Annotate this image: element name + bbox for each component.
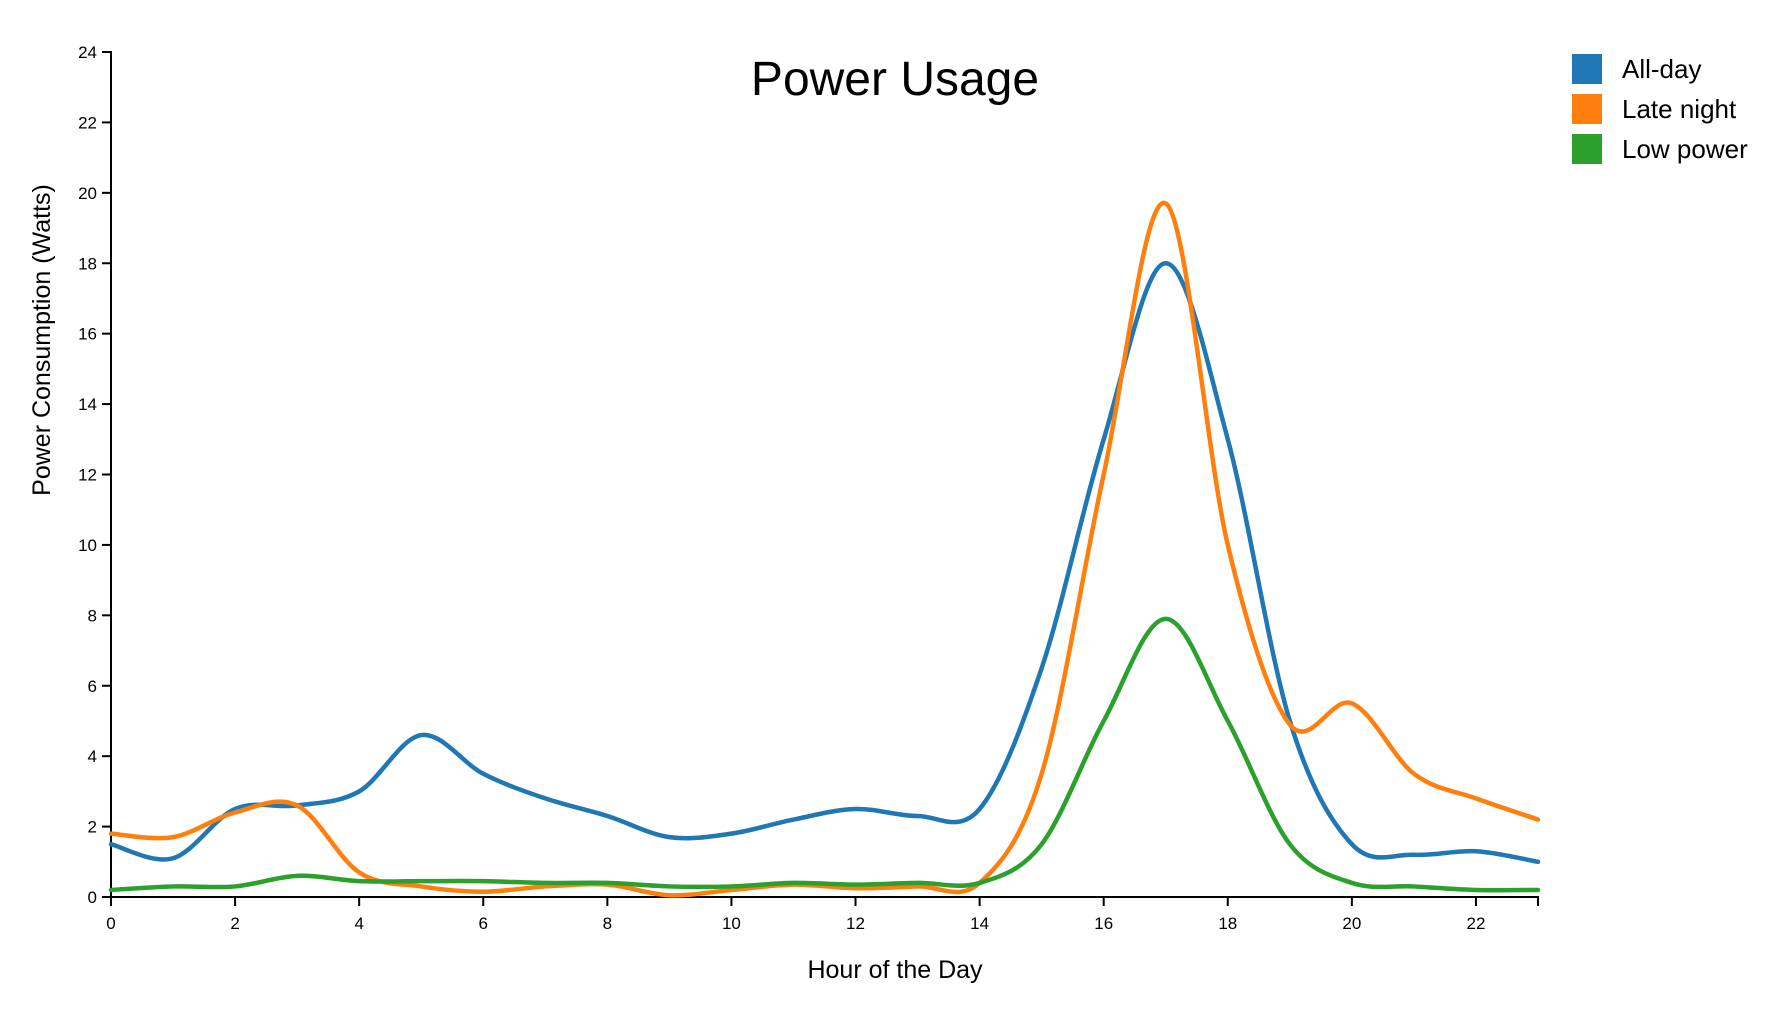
y-axis-title: Power Consumption (Watts): [28, 184, 56, 496]
legend: All-day Late night Low power: [1572, 54, 1748, 164]
y-tick-label: 20: [78, 184, 97, 203]
y-tick-label: 0: [88, 888, 97, 907]
x-axis: 0 2 4 6 8 10 12 14 16 18 20 22: [106, 896, 1539, 933]
x-tick-label: 8: [603, 914, 612, 933]
legend-label: Late night: [1622, 94, 1737, 124]
x-tick-label: 10: [722, 914, 741, 933]
x-axis-title: Hour of the Day: [807, 956, 983, 984]
legend-swatch: [1572, 94, 1602, 124]
y-tick-label: 10: [78, 536, 97, 555]
series-line-all-day: [108, 261, 1541, 865]
legend-item-late-night: Late night: [1572, 94, 1737, 124]
x-tick-label: 2: [230, 914, 239, 933]
y-tick-label: 18: [78, 254, 97, 273]
x-tick-label: 12: [846, 914, 865, 933]
legend-item-low-power: Low power: [1572, 134, 1748, 164]
legend-label: Low power: [1622, 134, 1748, 164]
x-tick-label: 0: [106, 914, 115, 933]
x-tick-label: 14: [970, 914, 989, 933]
y-tick-label: 22: [78, 113, 97, 132]
x-tick-label: 4: [354, 914, 363, 933]
legend-item-all-day: All-day: [1572, 54, 1701, 84]
y-tick-label: 16: [78, 325, 97, 344]
y-tick-label: 12: [78, 466, 97, 485]
y-tick-label: 14: [78, 395, 97, 414]
x-tick-label: 20: [1342, 914, 1361, 933]
series-line-late-night: [108, 200, 1541, 898]
y-tick-label: 2: [88, 818, 97, 837]
legend-label: All-day: [1622, 54, 1701, 84]
x-axis-line: [110, 896, 1539, 906]
legend-swatch: [1572, 54, 1602, 84]
y-tick-label: 4: [88, 747, 97, 766]
y-tick-label: 6: [88, 677, 97, 696]
x-tick-label: 18: [1218, 914, 1237, 933]
x-tick-label: 22: [1466, 914, 1485, 933]
x-tick-label: 6: [479, 914, 488, 933]
chart-title: Power Usage: [751, 53, 1039, 106]
x-tick-label: 16: [1094, 914, 1113, 933]
series-line-low-power: [108, 616, 1541, 893]
y-tick-label: 24: [78, 43, 97, 62]
y-tick-label: 8: [88, 606, 97, 625]
series-lines: [108, 200, 1541, 898]
legend-swatch: [1572, 134, 1602, 164]
